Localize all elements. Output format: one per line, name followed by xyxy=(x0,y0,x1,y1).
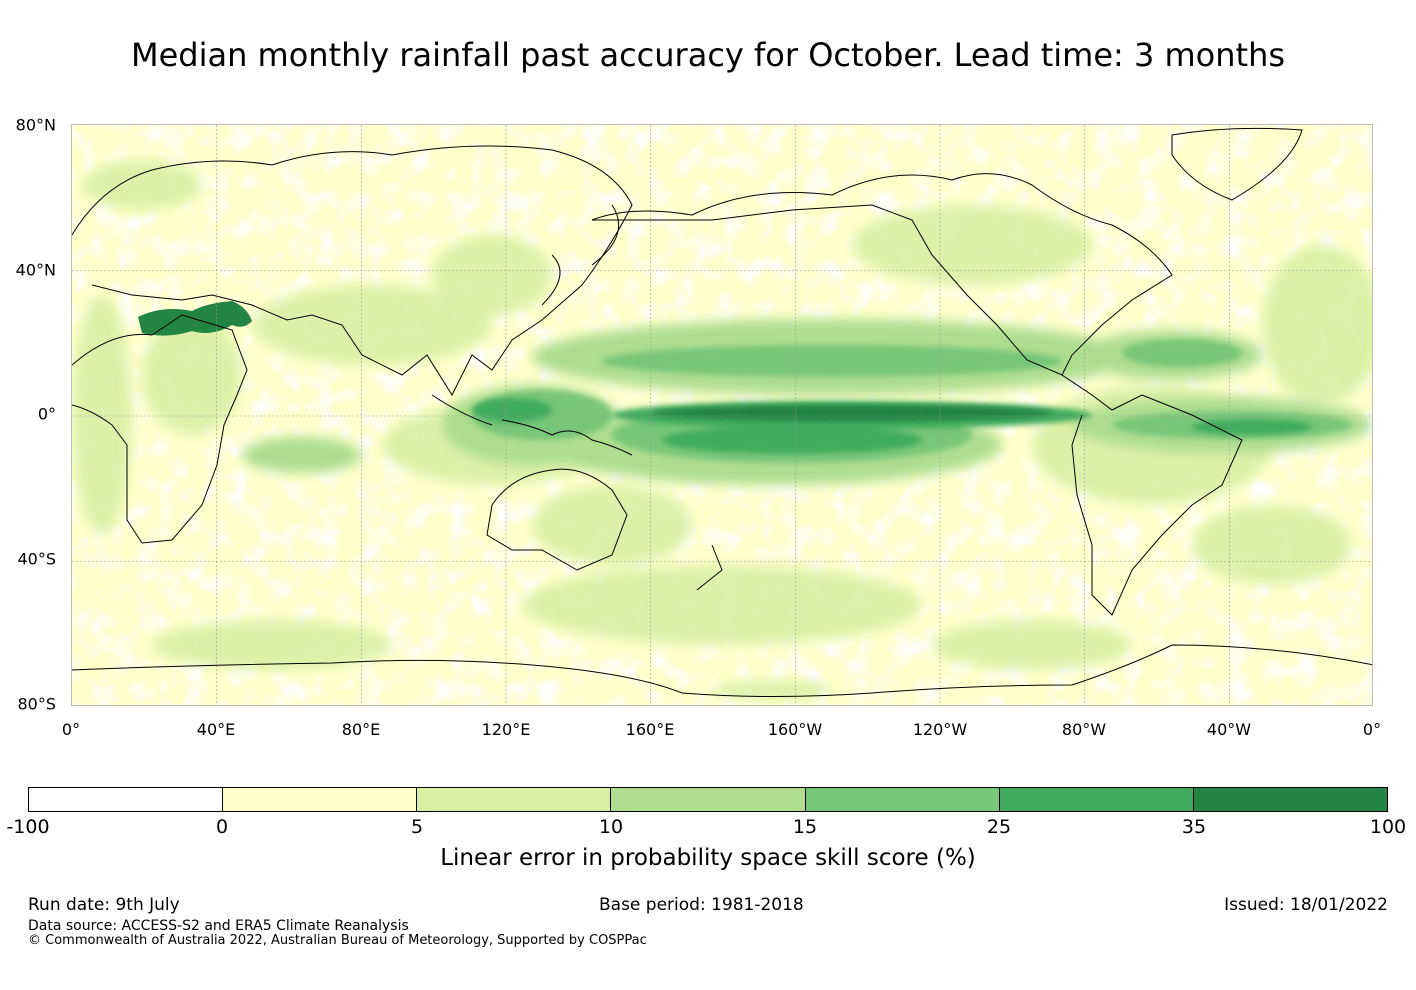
colorbar-tick: 35 xyxy=(1181,816,1207,838)
lon-label-0: 0° xyxy=(61,720,81,739)
colorbar-tick: 15 xyxy=(792,816,818,838)
colorbar-segment-1 xyxy=(29,788,224,811)
colorbar-segment-2 xyxy=(223,788,418,811)
colorbar-tick: 25 xyxy=(986,816,1012,838)
skill-score-map xyxy=(71,124,1373,706)
colorbar xyxy=(28,787,1388,812)
lat-label-40n: 40°N xyxy=(15,260,56,280)
colorbar-segment-3 xyxy=(417,788,612,811)
lon-label-80w: 80°W xyxy=(1061,720,1107,739)
colorbar-tick: 0 xyxy=(215,816,229,838)
base-period: Base period: 1981-2018 xyxy=(599,895,804,915)
lat-label-equator: 0° xyxy=(37,404,56,424)
lon-label-40e: 40°E xyxy=(196,720,236,739)
lon-label-120w: 120°W xyxy=(912,720,968,739)
coastlines xyxy=(72,127,1372,697)
map-canvas xyxy=(72,125,1372,705)
colorbar-segment-7 xyxy=(1193,788,1387,811)
gridlines xyxy=(72,125,1372,705)
lat-label-80s: 80°S xyxy=(17,694,56,714)
lon-label-160e: 160°E xyxy=(625,720,675,739)
lon-label-40w: 40°W xyxy=(1206,720,1252,739)
lat-label-80n: 80°N xyxy=(15,115,56,135)
lat-label-40s: 40°S xyxy=(17,549,56,569)
colorbar-tick: 100 xyxy=(1369,816,1407,838)
tropical-band-peak xyxy=(652,405,1052,421)
colorbar-tick: 10 xyxy=(598,816,624,838)
issued-date: Issued: 18/01/2022 xyxy=(1224,895,1388,915)
colorbar-segment-5 xyxy=(805,788,1000,811)
colorbar-tick: -100 xyxy=(6,816,50,838)
copyright: © Commonwealth of Australia 2022, Austra… xyxy=(28,933,647,948)
colorbar-segment-6 xyxy=(999,788,1194,811)
data-source: Data source: ACCESS-S2 and ERA5 Climate … xyxy=(28,918,409,934)
lon-label-80e: 80°E xyxy=(341,720,381,739)
lon-label-160w: 160°W xyxy=(767,720,823,739)
colorbar-label: Linear error in probability space skill … xyxy=(440,845,976,871)
lon-label-120e: 120°E xyxy=(481,720,531,739)
lon-label-0-end: 0° xyxy=(1362,720,1382,739)
run-date: Run date: 9th July xyxy=(28,895,180,915)
map-title: Median monthly rainfall past accuracy fo… xyxy=(130,36,1286,74)
colorbar-tick: 5 xyxy=(410,816,424,838)
colorbar-segment-4 xyxy=(611,788,806,811)
